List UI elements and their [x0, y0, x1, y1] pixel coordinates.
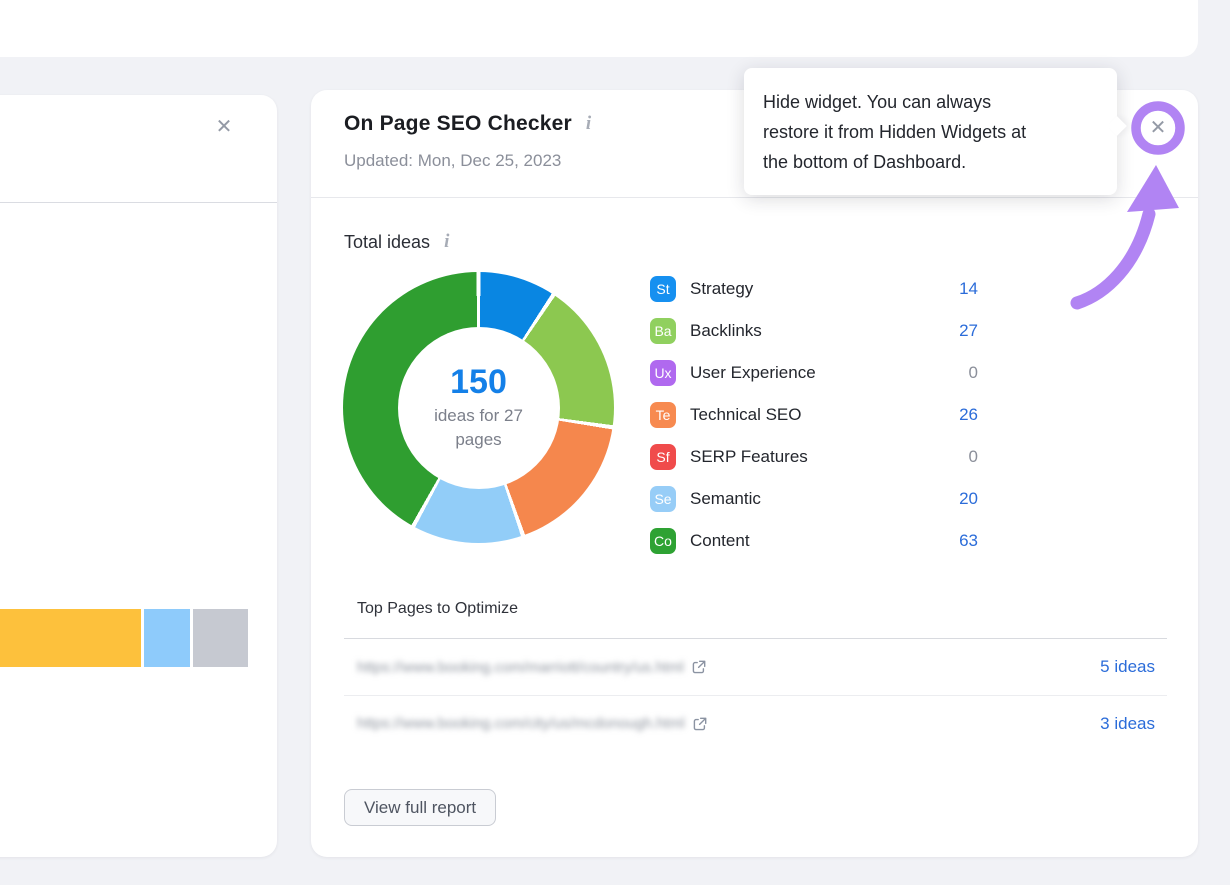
total-ideas-text: Total ideas: [344, 232, 431, 252]
ideas-count-link[interactable]: 3 ideas: [1100, 713, 1155, 733]
category-badge-icon: Te: [650, 402, 676, 428]
ideas-count-link[interactable]: 5 ideas: [1100, 657, 1155, 676]
legend-row: St Strategy 14: [650, 268, 978, 310]
top-page-row: https://www.booking.com/marriott/country…: [344, 639, 1167, 696]
on-page-seo-checker-widget: On Page SEO Checker i ✕ Updated: Mon, Dec…: [311, 90, 1198, 857]
hide-widget-tooltip: Hide widget. You can always restore it f…: [744, 68, 1127, 195]
category-badge-icon: Se: [650, 486, 676, 512]
category-legend: St Strategy 14 Ba Backlinks 27 Ux User Experien…: [650, 268, 978, 562]
legend-row: Ux User Experience 0: [650, 352, 978, 394]
top-pages-divider: [344, 638, 1167, 639]
page-url-link[interactable]: https://www.booking.com/marriott/country…: [357, 658, 684, 676]
top-bar: [0, 0, 1198, 57]
widget-title-text: On Page SEO Checker: [344, 112, 572, 135]
donut-center: 150 ideas for 27 pages: [397, 326, 560, 489]
top-page-row: https://www.booking.com/city/us/mcdonoug…: [344, 696, 1167, 751]
category-badge-icon: Ba: [650, 318, 676, 344]
category-label: SERP Features: [690, 447, 808, 466]
category-label: Backlinks: [690, 321, 762, 340]
category-badge-icon: St: [650, 276, 676, 302]
close-icon[interactable]: ✕: [212, 115, 236, 139]
legend-row: Ba Backlinks 27: [650, 310, 978, 352]
info-icon[interactable]: i: [444, 231, 450, 252]
category-label: Technical SEO: [690, 405, 802, 424]
view-full-report-button[interactable]: View full report: [344, 789, 497, 826]
widget-title: On Page SEO Checker i: [344, 112, 591, 136]
total-ideas-donut-chart: 150 ideas for 27 pages: [343, 272, 614, 543]
top-pages-list: https://www.booking.com/marriott/country…: [344, 639, 1167, 751]
left-widget-header-divider: [0, 202, 277, 203]
external-link-icon: [693, 717, 707, 730]
category-ideas-count[interactable]: 14: [959, 279, 978, 298]
page-url-link[interactable]: https://www.booking.com/city/us/mcdonoug…: [357, 715, 685, 732]
legend-row: Se Semantic 20: [650, 478, 978, 520]
updated-date: Updated: Mon, Dec 25, 2023: [344, 151, 562, 170]
external-link-icon: [692, 660, 706, 674]
category-badge-icon: Sf: [650, 444, 676, 470]
info-icon[interactable]: i: [585, 113, 592, 134]
category-badge-icon: Ux: [650, 360, 676, 386]
total-ideas-value: 150: [450, 363, 507, 401]
external-link-icon[interactable]: [692, 660, 706, 674]
category-ideas-count[interactable]: 20: [959, 489, 978, 508]
tooltip-text: Hide widget. You can always restore it f…: [763, 92, 1027, 172]
total-ideas-label: Total ideas i: [344, 231, 449, 253]
category-label: User Experience: [690, 363, 816, 382]
yellow-segment: [0, 609, 141, 667]
gray-segment: [193, 609, 248, 667]
total-ideas-caption: ideas for 27 pages: [434, 406, 523, 449]
header-divider: [311, 197, 1198, 198]
category-badge-icon: Co: [650, 528, 676, 554]
category-ideas-count[interactable]: 63: [959, 531, 978, 550]
category-ideas-count[interactable]: 26: [959, 405, 978, 424]
left-widget-card: ✕: [0, 95, 277, 857]
stacked-bar-chart: [0, 609, 248, 667]
category-ideas-count[interactable]: 27: [959, 321, 978, 340]
category-ideas-count: 0: [968, 363, 978, 382]
legend-row: Te Technical SEO 26: [650, 394, 978, 436]
legend-row: Co Content 63: [650, 520, 978, 562]
legend-row: Sf SERP Features 0: [650, 436, 978, 478]
category-label: Semantic: [690, 489, 761, 508]
category-label: Strategy: [690, 279, 754, 298]
category-label: Content: [690, 531, 750, 550]
top-pages-title: Top Pages to Optimize: [357, 600, 518, 617]
category-ideas-count: 0: [968, 447, 978, 466]
external-link-icon[interactable]: [693, 717, 707, 731]
light-blue-segment: [144, 609, 190, 667]
hide-widget-close-icon[interactable]: ✕: [1146, 116, 1170, 140]
